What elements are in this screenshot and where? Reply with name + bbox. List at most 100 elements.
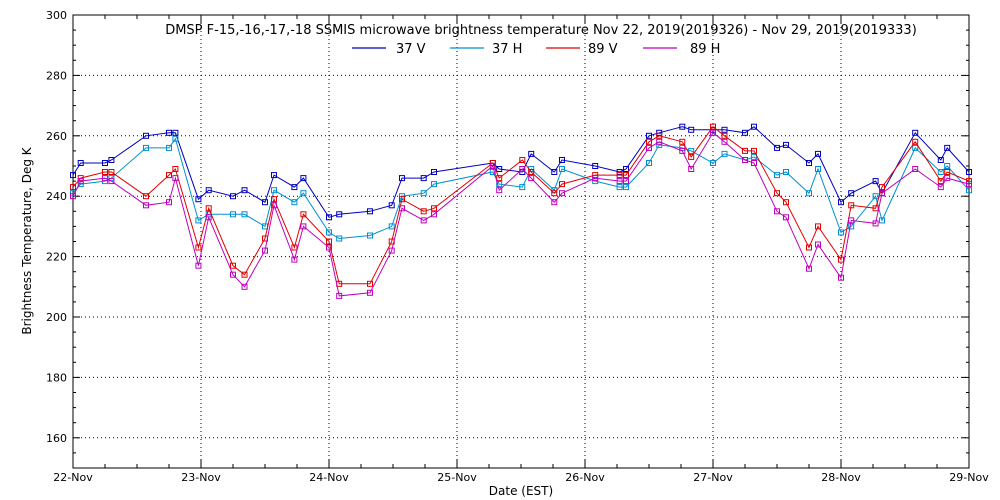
data-point-37v — [721, 126, 728, 133]
data-point-37v — [166, 129, 172, 136]
data-point-37v — [774, 144, 780, 151]
series-line-89h — [72, 132, 970, 297]
x-tick-label: 23-Nov — [181, 471, 221, 484]
grid-lines — [73, 15, 969, 468]
data-point-89v — [944, 169, 951, 175]
x-tick-label: 27-Nov — [693, 471, 733, 484]
data-point-89v — [742, 147, 748, 154]
data-point-37h — [388, 223, 395, 230]
data-point-89v — [623, 172, 629, 179]
data-point-89h — [77, 178, 84, 185]
y-tick-label: 220 — [46, 251, 67, 264]
x-tick-label: 25-Nov — [437, 471, 477, 484]
data-point-37h — [431, 181, 437, 188]
data-point-89v — [559, 181, 565, 188]
x-tick-label: 26-Nov — [565, 471, 605, 484]
data-point-89h — [496, 187, 503, 194]
data-point-89h — [774, 208, 780, 215]
data-point-89v — [838, 256, 844, 263]
data-point-89h — [937, 184, 944, 191]
data-point-37v — [431, 169, 437, 175]
data-point-89v — [937, 178, 944, 185]
data-point-37h — [300, 190, 307, 197]
data-point-89v — [70, 184, 76, 191]
data-point-37v — [848, 190, 855, 197]
data-point-37h — [721, 150, 728, 157]
data-point-89h — [241, 283, 248, 290]
data-point-89h — [838, 274, 844, 281]
data-point-37h — [616, 184, 623, 191]
data-point-89h — [326, 244, 332, 251]
y-tick-label: 280 — [46, 69, 67, 82]
data-point-89h — [431, 211, 437, 218]
data-point-37v — [742, 129, 748, 136]
data-point-37h — [966, 187, 972, 194]
data-point-89v — [806, 244, 812, 251]
data-point-37v — [271, 172, 277, 179]
data-point-89v — [774, 190, 780, 197]
data-point-89h — [388, 247, 395, 254]
data-point-89h — [108, 178, 115, 185]
data-point-89h — [879, 190, 885, 197]
data-point-37h — [688, 147, 695, 154]
data-point-89h — [656, 138, 663, 145]
data-point-89v — [166, 172, 172, 179]
data-point-89v — [300, 211, 307, 218]
data-point-89h — [230, 271, 236, 278]
data-point-89h — [806, 265, 812, 272]
data-point-37v — [944, 144, 951, 151]
data-point-89h — [848, 217, 855, 224]
legend-label-37v: 37 V — [396, 42, 426, 57]
data-point-37h — [172, 135, 179, 142]
legend-label-89v: 89 V — [588, 42, 618, 57]
data-point-89v — [102, 169, 108, 175]
data-point-37h — [166, 144, 172, 151]
data-point-37v — [679, 123, 686, 130]
data-point-37h — [489, 169, 496, 175]
data-point-89v — [143, 193, 149, 200]
data-point-37v — [367, 208, 373, 215]
data-point-89v — [108, 169, 115, 175]
x-axis-label: Date (EST) — [489, 484, 553, 498]
y-tick-label: 260 — [46, 130, 67, 143]
data-point-37v — [646, 132, 652, 139]
data-point-89h — [646, 144, 652, 151]
data-point-89h — [166, 199, 172, 206]
data-point-37h — [271, 187, 277, 194]
data-point-37v — [559, 157, 565, 163]
data-point-37v — [592, 163, 599, 169]
data-point-89v — [367, 280, 373, 287]
data-point-37v — [388, 202, 395, 209]
data-point-89v — [783, 199, 789, 206]
data-point-89h — [688, 166, 695, 172]
data-point-89v — [172, 166, 179, 172]
data-point-89h — [172, 175, 179, 182]
data-point-37v — [623, 166, 629, 172]
data-point-37v — [688, 126, 695, 133]
data-point-89h — [262, 247, 268, 254]
data-point-37h — [848, 223, 855, 230]
data-point-89h — [143, 202, 149, 209]
data-point-89v — [912, 138, 919, 145]
data-point-89h — [205, 214, 212, 221]
data-point-37v — [326, 214, 332, 221]
data-point-89h — [966, 181, 972, 188]
chart-title: DMSP F-15,-16,-17,-18 SSMIS microwave br… — [165, 23, 917, 38]
data-point-37h — [838, 229, 844, 236]
data-point-37h — [230, 211, 236, 218]
data-point-89v — [646, 138, 652, 145]
data-point-37v — [143, 132, 149, 139]
data-point-37v — [912, 129, 919, 136]
data-point-89h — [551, 199, 558, 206]
y-tick-label: 180 — [46, 371, 67, 384]
data-point-89h — [872, 220, 879, 227]
data-point-89h — [291, 256, 298, 263]
data-point-37h — [291, 199, 298, 206]
data-point-89h — [195, 262, 202, 269]
data-point-37h — [326, 229, 332, 236]
data-point-37v — [77, 160, 84, 166]
data-point-37h — [815, 166, 821, 172]
data-point-37h — [623, 184, 629, 191]
data-point-37v — [751, 123, 757, 130]
